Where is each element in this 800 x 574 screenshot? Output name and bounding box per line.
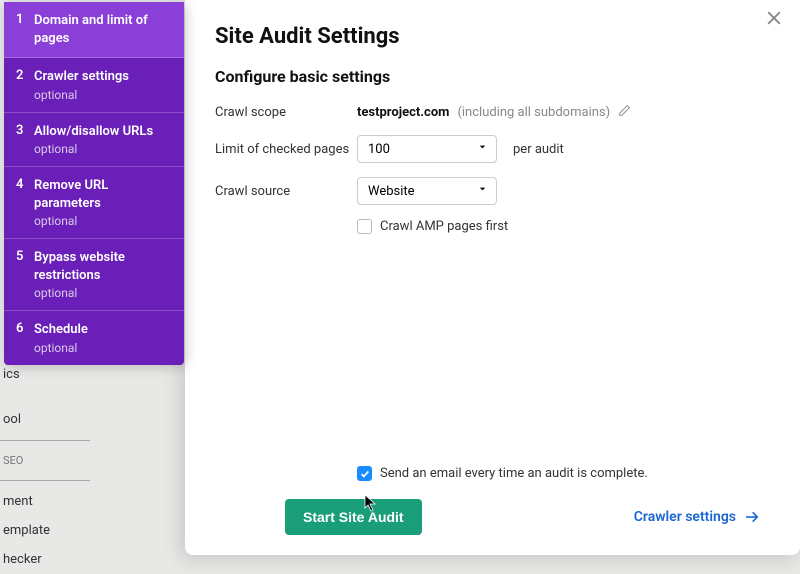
source-label: Crawl source [215,184,357,199]
background-fragments: ics ool SEO ment emplate hecker [0,360,90,574]
email-row: Send an email every time an audit is com… [357,466,770,481]
modal-subtitle: Configure basic settings [215,67,770,86]
close-icon [764,8,784,28]
step-number: 4 [16,177,34,228]
crawl-scope-hint: (including all subdomains) [457,105,610,120]
next-step-link[interactable]: Crawler settings [634,509,760,525]
chevron-down-icon [477,142,488,157]
source-row: Crawl source Website [215,177,770,205]
amp-label: Crawl AMP pages first [380,219,508,234]
step-subtitle: optional [34,286,172,300]
sidebar-item-bypass-restrictions[interactable]: 5 Bypass website restrictions optional [4,239,184,311]
action-row: Start Site Audit Crawler settings [143,499,770,535]
next-link-label: Crawler settings [634,509,736,525]
bg-text: hecker [0,545,90,574]
step-subtitle: optional [34,214,172,228]
bg-text: ment [0,487,90,516]
sidebar-item-domain-limit[interactable]: 1 Domain and limit of pages [4,2,184,58]
step-title: Allow/disallow URLs [34,123,172,141]
bg-text: SEO [0,447,90,474]
sidebar-item-allow-disallow[interactable]: 3 Allow/disallow URLs optional [4,113,184,168]
edit-scope-button[interactable] [618,104,631,121]
check-icon [360,469,370,479]
step-title: Schedule [34,321,172,339]
step-number: 6 [16,321,34,355]
email-label: Send an email every time an audit is com… [380,466,648,481]
site-audit-modal: Site Audit Settings Configure basic sett… [185,0,800,555]
crawl-scope-row: Crawl scope testproject.com (including a… [215,104,770,121]
sidebar-item-crawler-settings[interactable]: 2 Crawler settings optional [4,58,184,113]
limit-row: Limit of checked pages 100 per audit [215,135,770,163]
modal-title: Site Audit Settings [215,24,770,49]
step-number: 5 [16,249,34,300]
pencil-icon [618,104,631,117]
step-subtitle: optional [34,88,172,102]
source-select[interactable]: Website [357,177,497,205]
bg-text: emplate [0,516,90,545]
divider [0,440,90,441]
limit-select[interactable]: 100 [357,135,497,163]
amp-checkbox[interactable] [357,219,372,234]
settings-sidebar: 1 Domain and limit of pages 2 Crawler se… [4,2,184,365]
step-subtitle: optional [34,341,172,355]
email-checkbox[interactable] [357,466,372,481]
crawl-scope-value: testproject.com [357,105,449,120]
source-value: Website [368,184,415,199]
step-title: Domain and limit of pages [34,12,172,47]
per-audit-label: per audit [513,142,564,157]
start-audit-button[interactable]: Start Site Audit [285,499,422,535]
divider [0,480,90,481]
chevron-down-icon [477,184,488,199]
step-title: Crawler settings [34,68,172,86]
sidebar-item-remove-params[interactable]: 4 Remove URL parameters optional [4,167,184,239]
amp-row: Crawl AMP pages first [215,219,770,234]
step-number: 2 [16,68,34,102]
close-button[interactable] [764,8,788,32]
bg-text: ool [0,405,90,434]
step-title: Bypass website restrictions [34,249,172,284]
step-number: 3 [16,123,34,157]
arrow-right-icon [744,509,760,525]
sidebar-item-schedule[interactable]: 6 Schedule optional [4,311,184,365]
step-number: 1 [16,12,34,47]
limit-value: 100 [368,142,390,157]
crawl-scope-label: Crawl scope [215,105,357,120]
step-subtitle: optional [34,142,172,156]
step-title: Remove URL parameters [34,177,172,212]
limit-label: Limit of checked pages [215,142,357,157]
